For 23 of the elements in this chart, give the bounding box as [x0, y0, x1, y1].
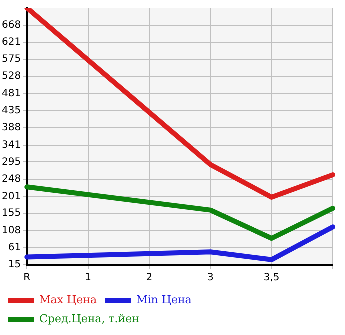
x-tick-label: 1	[85, 272, 92, 284]
y-tick-label: 61	[8, 242, 22, 254]
y-tick-label: 108	[2, 225, 22, 236]
y-tick-label: 435	[2, 105, 22, 116]
y-tick-label: 248	[2, 174, 22, 186]
y-tick-label: 15	[8, 260, 22, 271]
x-tick-label: 3	[207, 272, 214, 284]
y-tick-label: 621	[2, 37, 22, 48]
legend-label: Сред.Цена, т.йен	[40, 312, 140, 326]
x-tick-label: R	[24, 272, 31, 284]
y-tick-label: 295	[2, 156, 22, 168]
y-tick-label: 668	[2, 20, 22, 31]
x-tick-label: 2	[146, 272, 153, 284]
y-tick-label: 528	[2, 71, 22, 82]
legend-label: Max Цена	[40, 293, 98, 306]
y-tick-label: 201	[2, 191, 22, 202]
y-tick-label: 341	[2, 140, 22, 151]
y-tick-label: 575	[2, 54, 22, 65]
y-tick-label: 155	[2, 208, 22, 220]
x-tick-label: 3,5	[264, 272, 280, 284]
y-tick-label: 481	[2, 88, 22, 100]
y-tick-label: 388	[2, 122, 22, 134]
legend-label: Min Цена	[136, 293, 192, 306]
